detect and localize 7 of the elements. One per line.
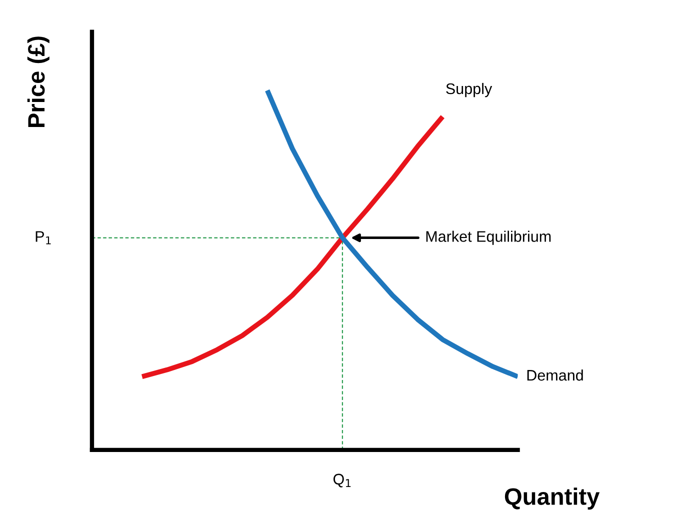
text: Q$_{1}$ (333, 474, 351, 488)
series-label: Supply (446, 82, 492, 98)
y-axis-title: Price (£) (27, 36, 50, 128)
ref-line-label: P$_{1}$ (36, 231, 51, 244)
annotation: Market Equilibrium (426, 230, 551, 245)
x-axis-title: Quantity (504, 488, 600, 510)
series-label: Demand (527, 369, 583, 381)
